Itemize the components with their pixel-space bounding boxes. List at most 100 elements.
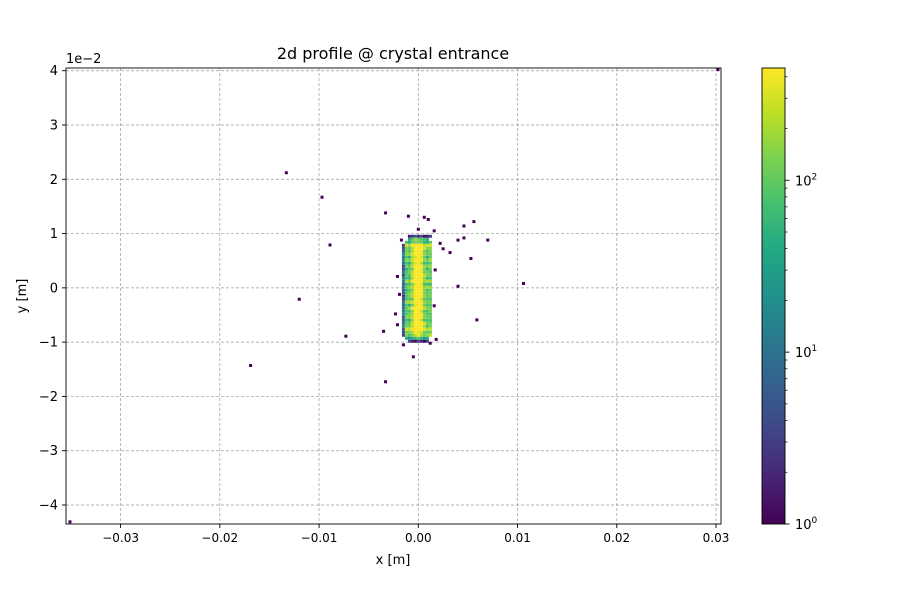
heatmap-cell <box>404 282 408 286</box>
heatmap-cell <box>422 288 426 292</box>
heatmap-cell <box>425 252 429 256</box>
heatmap-cell <box>404 318 408 322</box>
heatmap-cell <box>426 217 430 221</box>
y-tick-label: 0 <box>50 281 58 296</box>
heatmap-cell <box>425 240 429 244</box>
heatmap-cell <box>428 300 432 304</box>
heatmap-cell <box>410 321 414 325</box>
heatmap-cell <box>404 255 408 259</box>
heatmap-cell <box>425 336 429 340</box>
heatmap-cell <box>438 241 442 245</box>
heatmap-cell <box>419 312 423 316</box>
heatmap-cell <box>413 309 417 313</box>
heatmap-cell <box>419 300 423 304</box>
heatmap-cell <box>413 315 417 319</box>
heatmap-cell <box>416 273 420 277</box>
heatmap-cell <box>407 258 411 262</box>
heatmap-cell <box>407 309 411 313</box>
heatmap-cell <box>422 315 426 319</box>
heatmap-cell <box>422 249 426 253</box>
heatmap-cell <box>404 327 408 331</box>
heatmap-cell <box>428 276 432 280</box>
heatmap-cell <box>428 255 432 259</box>
heatmap-cell <box>416 288 420 292</box>
heatmap-cell <box>404 300 408 304</box>
heatmap-cell <box>404 252 408 256</box>
heatmap-cell <box>448 251 452 255</box>
heatmap-cell <box>410 249 414 253</box>
heatmap-cell <box>422 312 426 316</box>
heatmap-cell <box>404 267 408 271</box>
heatmap-cell <box>416 333 420 337</box>
heatmap-cell <box>413 336 417 340</box>
heatmap-cell <box>428 243 432 247</box>
heatmap-cell <box>68 520 72 524</box>
heatmap-cell <box>416 285 420 289</box>
heatmap-cell <box>419 264 423 268</box>
heatmap-cell <box>407 249 411 253</box>
heatmap-cell <box>407 300 411 304</box>
heatmap-cell <box>419 285 423 289</box>
heatmap-cell <box>410 279 414 283</box>
heatmap-cell <box>419 279 423 283</box>
heatmap-cell <box>416 312 420 316</box>
heatmap-cell <box>404 291 408 295</box>
heatmap-cell <box>422 330 426 334</box>
heatmap-cell <box>422 333 426 337</box>
heatmap-cell <box>404 309 408 313</box>
heatmap-cell <box>422 240 426 244</box>
heatmap-cell <box>393 312 397 316</box>
heatmap-cell <box>410 246 414 250</box>
heatmap-cell <box>401 282 405 286</box>
heatmap-cell <box>297 297 301 301</box>
heatmap-cell <box>422 237 426 241</box>
x-tick-label: −0.03 <box>102 531 139 545</box>
heatmap-cell <box>413 258 417 262</box>
heatmap-cell <box>416 252 420 256</box>
heatmap-cell <box>413 243 417 247</box>
heatmap-cell <box>472 220 476 224</box>
heatmap-cell <box>432 229 436 233</box>
x-tick-label: 0.00 <box>405 531 432 545</box>
heatmap-cell <box>410 324 414 328</box>
heatmap-cell <box>407 285 411 289</box>
heatmap-cell <box>425 324 429 328</box>
heatmap-cell <box>475 318 479 322</box>
heatmap-cell <box>419 291 423 295</box>
heatmap-cell <box>410 303 414 307</box>
y-tick-label: −2 <box>39 390 58 405</box>
heatmap-cell <box>419 276 423 280</box>
heatmap-cell <box>419 258 423 262</box>
y-tick-label: 3 <box>50 119 58 134</box>
heatmap-cell <box>401 273 405 277</box>
heatmap-cell <box>419 297 423 301</box>
heatmap-cell <box>407 246 411 250</box>
heatmap-cell <box>416 240 420 244</box>
heatmap-cell <box>425 249 429 253</box>
heatmap-cell <box>410 300 414 304</box>
heatmap-cell <box>407 321 411 325</box>
heatmap-cell <box>456 238 460 242</box>
heatmap-cell <box>425 255 429 259</box>
heatmap-cell <box>404 312 408 316</box>
heatmap-cell <box>413 282 417 286</box>
x-tick-label: −0.02 <box>201 531 238 545</box>
heatmap-cell <box>395 323 399 327</box>
heatmap-cell <box>410 315 414 319</box>
heatmap-cell <box>416 291 420 295</box>
heatmap-cell <box>410 297 414 301</box>
heatmap-cell <box>413 234 417 238</box>
heatmap-cell <box>416 246 420 250</box>
heatmap-cell <box>401 246 405 250</box>
heatmap-cell <box>425 234 429 238</box>
heatmap-cell <box>428 330 432 334</box>
heatmap-cell <box>425 309 429 313</box>
heatmap-cell <box>425 300 429 304</box>
heatmap-cell <box>404 336 408 340</box>
heatmap-cell <box>425 258 429 262</box>
heatmap-cell <box>416 264 420 268</box>
heatmap-cell <box>407 252 411 256</box>
y-tick-label: −3 <box>39 444 58 459</box>
heatmap-cell <box>469 257 473 261</box>
heatmap-cell <box>401 297 405 301</box>
